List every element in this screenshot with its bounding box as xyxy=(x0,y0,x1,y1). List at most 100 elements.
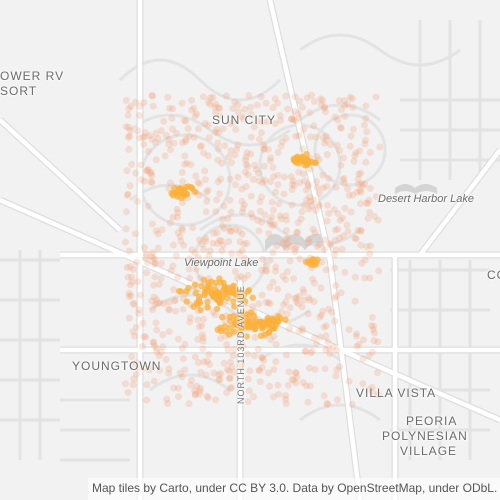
density-dot xyxy=(217,175,225,183)
density-dot xyxy=(350,125,357,133)
density-dot xyxy=(307,349,315,357)
density-dot xyxy=(149,102,157,110)
density-dot xyxy=(200,315,208,323)
density-dot xyxy=(212,100,220,108)
density-dot xyxy=(132,230,139,238)
density-dot xyxy=(357,227,365,235)
density-dot xyxy=(305,205,313,213)
density-dot xyxy=(154,135,162,143)
density-dot xyxy=(260,162,268,170)
density-dot xyxy=(333,396,341,404)
density-dot xyxy=(244,398,252,406)
density-dot xyxy=(134,278,142,286)
density-dot xyxy=(237,272,245,280)
density-dot xyxy=(295,131,303,139)
density-dot xyxy=(217,237,225,245)
density-dot xyxy=(142,253,150,261)
attribution-text: Map tiles by Carto, under CC BY 3.0. Dat… xyxy=(88,478,500,500)
density-dot xyxy=(300,296,308,304)
density-dot xyxy=(234,108,242,116)
density-dot xyxy=(282,392,290,400)
density-dot xyxy=(282,351,290,359)
density-dot xyxy=(215,104,223,112)
density-dot xyxy=(267,154,275,162)
density-dot xyxy=(197,306,204,314)
density-dot xyxy=(292,242,300,250)
density-dot xyxy=(182,184,190,191)
density-dot xyxy=(140,99,148,107)
density-dot xyxy=(200,276,208,283)
density-dot xyxy=(247,103,254,111)
density-dot xyxy=(268,198,276,206)
density-dot xyxy=(216,275,223,282)
density-dot xyxy=(174,209,182,216)
density-dot xyxy=(293,228,301,236)
density-dot xyxy=(338,245,346,253)
density-dot xyxy=(132,98,140,106)
density-dot xyxy=(174,384,182,392)
density-dot xyxy=(295,168,303,176)
density-dot xyxy=(297,215,305,223)
density-dot xyxy=(150,293,158,301)
density-dot xyxy=(271,220,279,228)
density-dot xyxy=(325,175,333,182)
density-dot xyxy=(331,317,339,325)
density-dot xyxy=(362,114,370,122)
density-dot xyxy=(132,323,140,331)
density-dot xyxy=(199,345,207,353)
density-dot xyxy=(183,288,190,295)
density-dot xyxy=(202,208,210,216)
density-dot xyxy=(178,168,186,176)
density-dot xyxy=(299,170,307,178)
density-dot xyxy=(266,300,274,308)
density-dot xyxy=(137,161,145,169)
density-dot xyxy=(218,159,226,167)
density-dot xyxy=(335,97,343,105)
density-dot xyxy=(286,243,294,251)
density-dot xyxy=(158,226,166,234)
density-dot xyxy=(353,330,360,338)
density-dot xyxy=(244,350,251,358)
density-dot xyxy=(167,146,174,154)
density-dot xyxy=(219,215,226,223)
density-dot xyxy=(280,173,288,181)
density-dot xyxy=(346,142,354,150)
density-dot xyxy=(243,333,250,340)
place-label-desert-harbor-lake: Desert Harbor Lake xyxy=(378,193,474,205)
density-dot xyxy=(169,213,177,221)
density-dot xyxy=(239,342,247,350)
density-dot xyxy=(188,106,196,114)
density-dot xyxy=(131,332,139,340)
density-dot xyxy=(326,240,334,248)
density-dot xyxy=(165,305,173,313)
density-dot xyxy=(317,284,325,292)
density-dot xyxy=(241,105,249,113)
density-dot xyxy=(203,197,211,205)
density-dot xyxy=(258,353,266,361)
density-dot xyxy=(187,161,195,169)
density-dot xyxy=(368,383,376,391)
density-dot xyxy=(310,256,317,263)
density-dot xyxy=(260,356,268,364)
density-dot xyxy=(289,177,297,185)
density-dot xyxy=(220,225,228,232)
density-dot xyxy=(123,191,131,199)
density-dot xyxy=(198,282,205,290)
density-dot xyxy=(144,166,152,173)
density-dot xyxy=(333,366,341,374)
density-dot xyxy=(211,128,219,136)
density-dot xyxy=(137,291,145,299)
density-dot xyxy=(171,296,179,304)
density-dot xyxy=(341,179,349,187)
density-dot xyxy=(147,253,155,260)
density-dot xyxy=(129,381,137,389)
density-dot xyxy=(270,332,278,340)
density-dot xyxy=(357,227,365,235)
density-dot xyxy=(341,204,349,212)
density-dot xyxy=(159,343,167,351)
density-dot xyxy=(321,236,329,244)
density-dot xyxy=(326,350,334,357)
density-dot xyxy=(262,298,270,306)
density-dot xyxy=(162,132,170,139)
